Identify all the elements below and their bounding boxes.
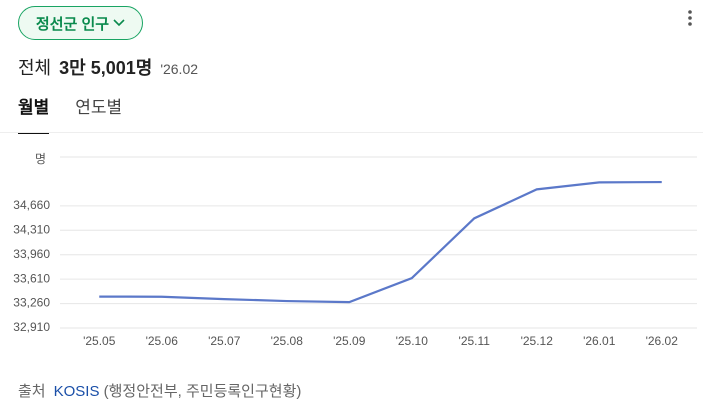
summary: 전체 3만 5,001명 '26.02: [18, 54, 198, 80]
tab[interactable]: 연도별: [75, 98, 123, 117]
x-tick-label: '25.05: [83, 334, 116, 348]
divider: [0, 132, 703, 133]
x-tick-label: '25.09: [333, 334, 366, 348]
more-menu[interactable]: [680, 8, 700, 28]
chevron-icon: [113, 19, 125, 27]
tab[interactable]: 월별: [18, 93, 50, 134]
x-tick-label: '25.07: [208, 334, 241, 348]
y-tick-label: 34,310: [13, 222, 50, 236]
y-tick-label: 33,960: [13, 247, 50, 261]
x-tick-label: '25.11: [459, 334, 491, 348]
region-selector[interactable]: 정선군 인구: [18, 6, 143, 40]
footer: 출처 KOSIS (행정안전부, 주민등록인구현황): [18, 380, 301, 401]
x-tick-label: '25.10: [396, 334, 429, 348]
y-unit: 명: [35, 152, 46, 166]
y-tick-label: 32,910: [13, 320, 50, 334]
x-tick-label: '25.12: [521, 334, 554, 348]
source-label: 출처: [18, 383, 46, 400]
summary-value: 3만 5,001명: [59, 58, 153, 78]
chart: 명 32,910 33,260 33,610 33,960 34,310 34,660 '2…: [13, 152, 697, 348]
x-tick-label: '25.08: [271, 334, 304, 348]
x-tick-label: '26.02: [646, 334, 679, 348]
summary-date: '26.02: [160, 61, 199, 77]
source-link[interactable]: KOSIS: [53, 383, 100, 400]
summary-label: 전체: [18, 58, 52, 78]
y-tick-label: 33,260: [13, 296, 50, 310]
source-detail: (행정안전부, 주민등록인구현황): [103, 383, 302, 400]
x-tick-label: '25.06: [146, 334, 179, 348]
x-tick-label: '26.01: [583, 334, 616, 348]
data-line: [99, 180, 662, 304]
region-label: 정선군 인구: [35, 15, 110, 33]
y-tick-label: 34,660: [13, 198, 50, 212]
tabs: 월별 연도별: [18, 93, 122, 134]
y-tick-label: 33,610: [13, 271, 50, 285]
